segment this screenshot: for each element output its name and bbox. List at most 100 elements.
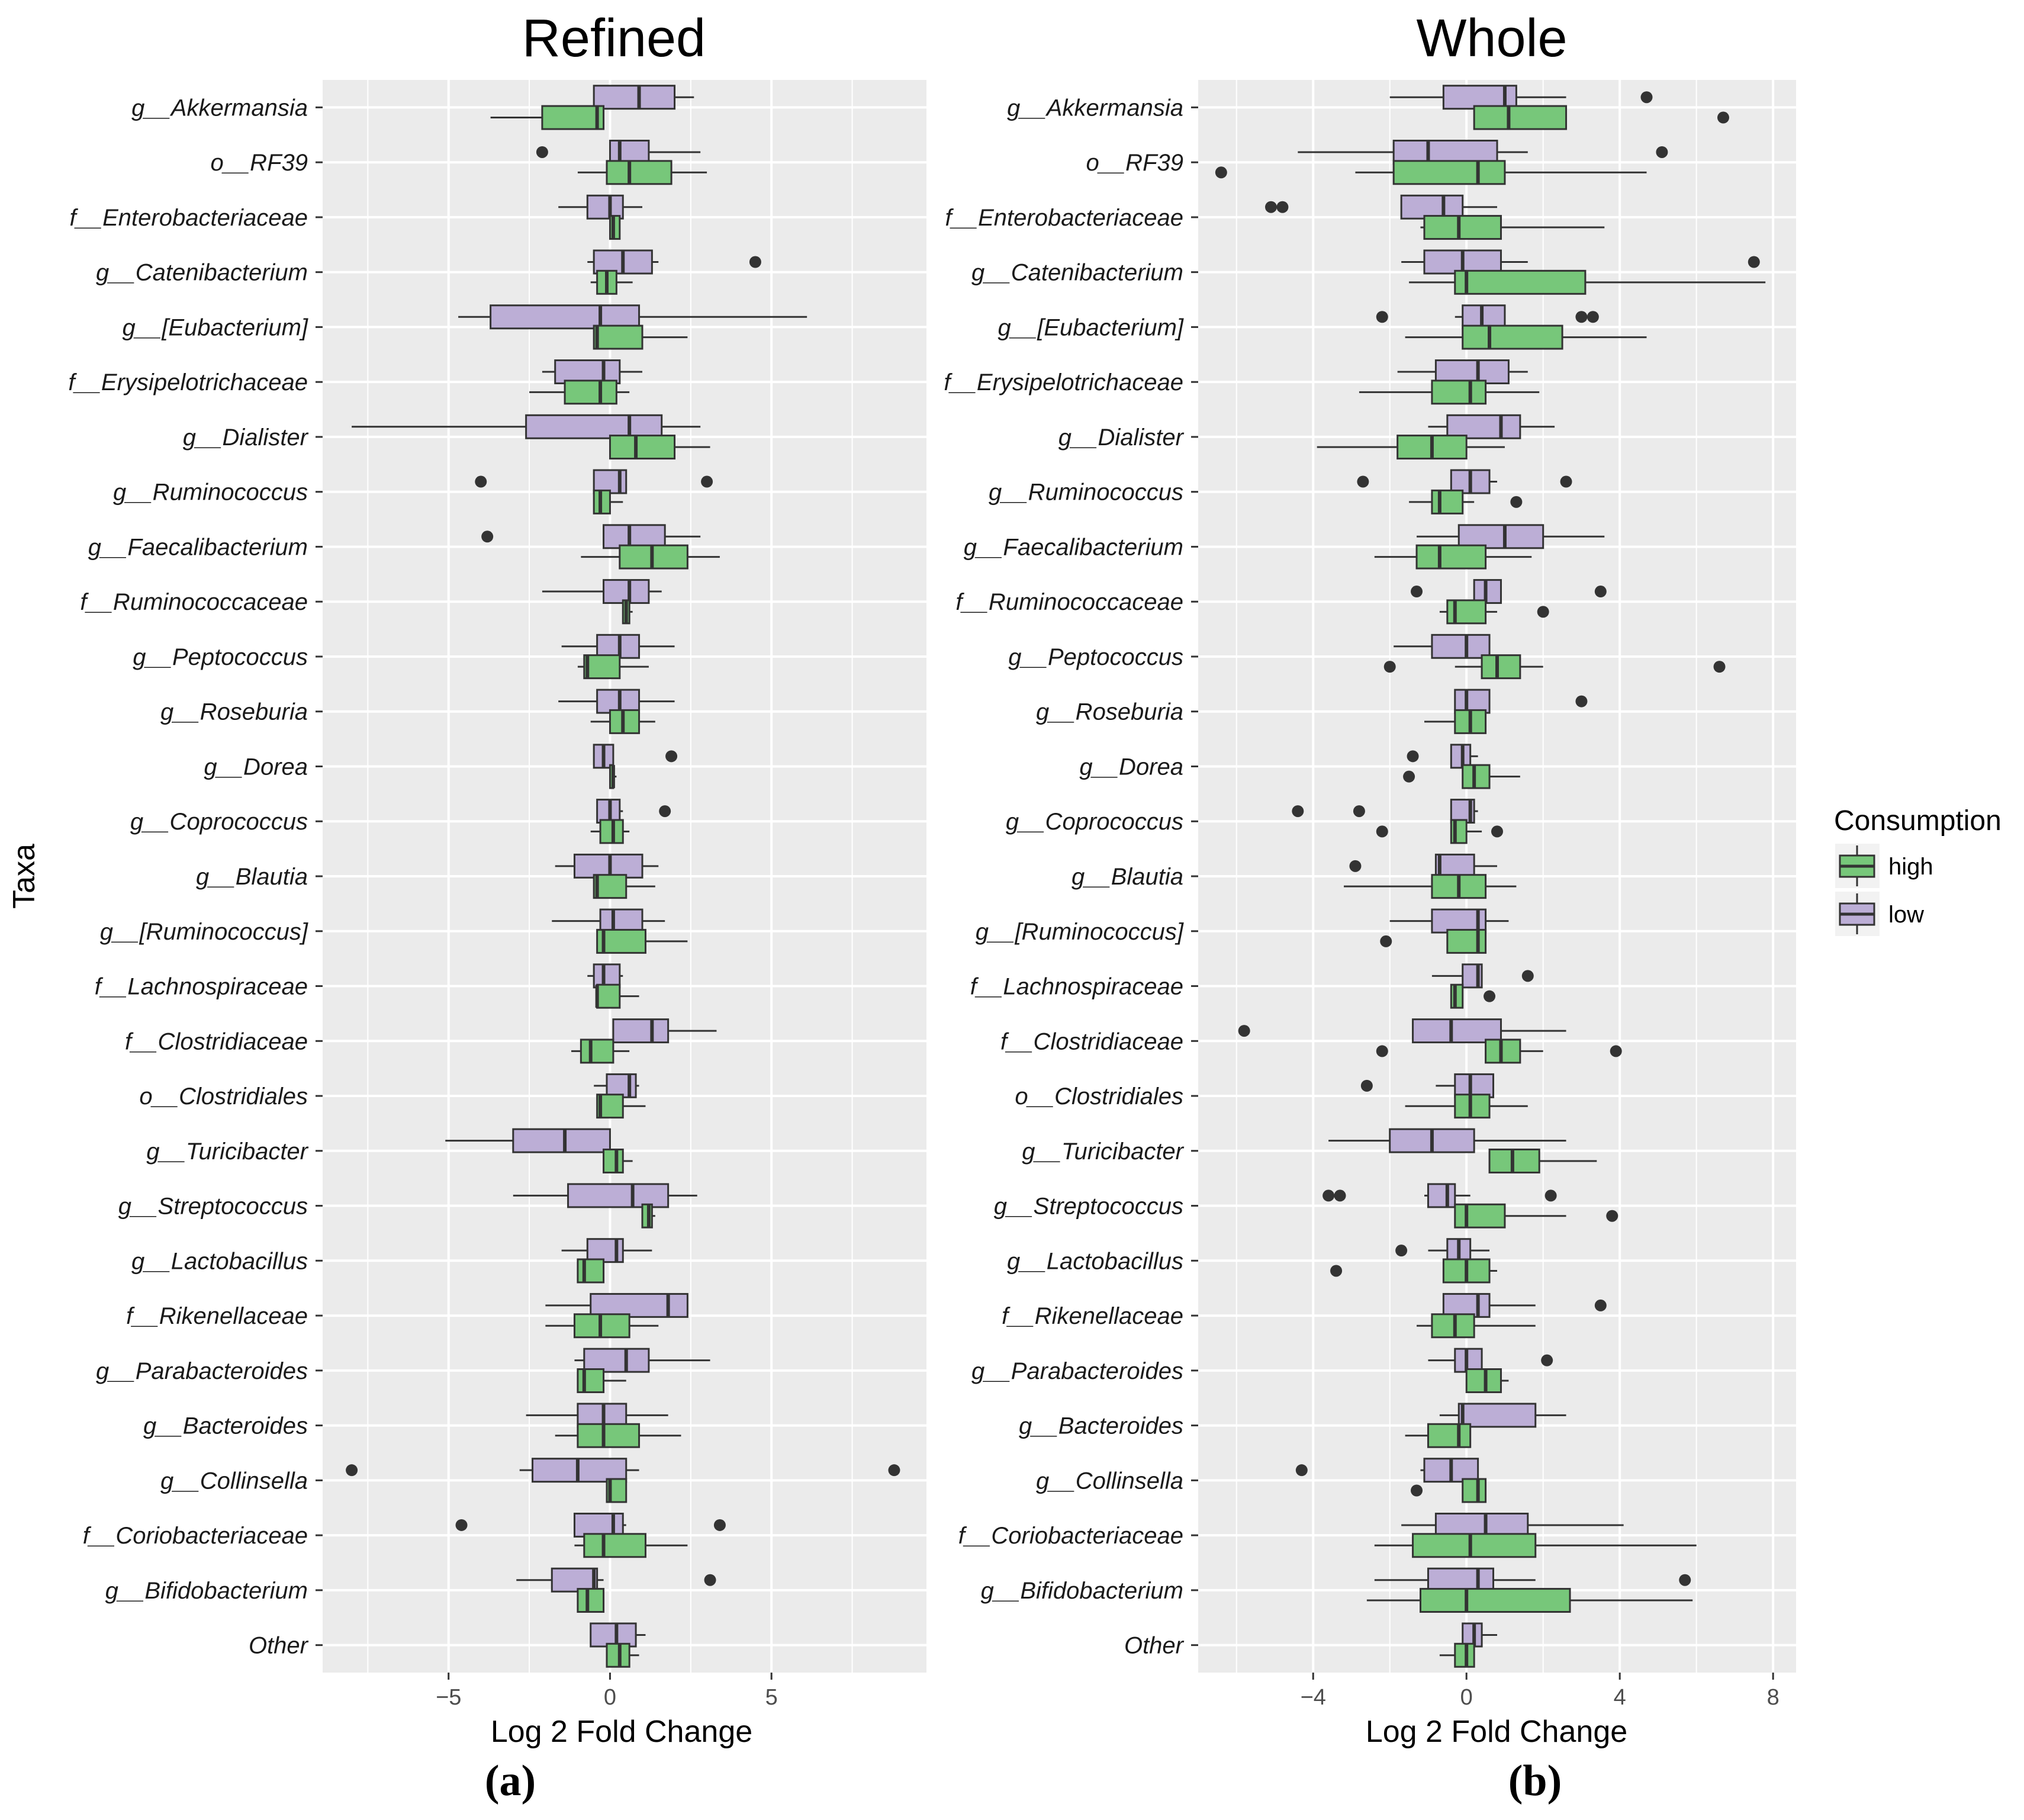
iqr-box xyxy=(590,1292,688,1318)
box-high xyxy=(1409,269,1766,295)
iqr-box xyxy=(1415,544,1487,570)
iqr-box xyxy=(1462,324,1563,350)
box-high xyxy=(603,1148,633,1173)
iqr-box xyxy=(1454,269,1587,295)
y-tick-label: f__Coriobacteriaceae xyxy=(83,1523,308,1549)
box-high xyxy=(1374,544,1532,570)
outlier-point xyxy=(1575,311,1588,323)
box-high xyxy=(1405,1423,1472,1448)
outlier-point xyxy=(701,475,713,488)
outlier-point xyxy=(1510,496,1523,508)
box-low xyxy=(574,1348,710,1373)
box-high xyxy=(1439,599,1549,625)
outlier-point xyxy=(1334,1189,1346,1202)
legend-label-low: low xyxy=(1888,902,1924,928)
box-low xyxy=(481,524,701,549)
y-tick-label: g__Collinsella xyxy=(1036,1468,1183,1494)
box-low xyxy=(542,579,662,604)
box-low xyxy=(587,963,623,989)
outlier-point xyxy=(1484,990,1496,1002)
box-low xyxy=(1238,1018,1566,1044)
box-low xyxy=(1322,1183,1557,1208)
iqr-box xyxy=(1454,1094,1491,1119)
iqr-box xyxy=(1446,928,1487,954)
outlier-point xyxy=(1357,475,1369,488)
y-tick-label: g__[Ruminococcus] xyxy=(976,919,1184,945)
y-tick-label: f__Clostridiaceae xyxy=(125,1028,308,1054)
y-tick-label: g__Dialister xyxy=(1058,425,1185,451)
iqr-box xyxy=(1462,1478,1487,1503)
box-high xyxy=(1405,324,1647,350)
outlier-point xyxy=(1349,860,1362,872)
box-low xyxy=(536,139,701,165)
outlier-point xyxy=(1238,1025,1250,1037)
y-axis-whole: g__Akkermansia o__RF39 f__Enterobacteriace… xyxy=(944,95,1198,1659)
boxes-refined xyxy=(346,85,900,1668)
outlier-point xyxy=(1541,1354,1553,1366)
outlier-point xyxy=(1322,1189,1335,1202)
y-tick-label: g__Turicibacter xyxy=(1022,1139,1184,1165)
box-high xyxy=(1411,1478,1487,1503)
iqr-box xyxy=(1457,1403,1537,1428)
y-tick-label: g__Lactobacillus xyxy=(131,1248,308,1274)
x-tick-label: 4 xyxy=(1614,1685,1626,1710)
box-high xyxy=(593,489,623,515)
outlier-point xyxy=(713,1519,726,1531)
y-tick-label: f__Rikenellaceae xyxy=(1002,1303,1183,1329)
iqr-box xyxy=(603,1148,624,1173)
outlier-point xyxy=(1215,166,1227,179)
box-high xyxy=(1374,1533,1697,1558)
box-high xyxy=(590,709,655,734)
y-tick-label: g__Parabacteroides xyxy=(96,1358,308,1384)
outlier-point xyxy=(1748,256,1760,268)
legend-title: Consumption xyxy=(1834,805,2002,837)
outlier-point xyxy=(1395,1245,1408,1257)
iqr-box xyxy=(1473,105,1568,130)
y-tick-label: g__Collinsella xyxy=(160,1468,308,1494)
x-axis-title-whole: Log 2 Fold Change xyxy=(1366,1715,1627,1749)
y-tick-label: Other xyxy=(249,1633,309,1659)
box-high xyxy=(1344,874,1517,899)
box-low xyxy=(1462,1622,1497,1648)
y-tick-label: g__Catenibacterium xyxy=(971,260,1183,286)
box-low xyxy=(1407,744,1478,769)
panel-title-refined: Refined xyxy=(522,9,706,68)
outlier-point xyxy=(1717,111,1729,124)
box-low xyxy=(1454,689,1588,714)
y-tick-label: g__Akkermansia xyxy=(131,95,308,121)
box-low xyxy=(1439,1403,1566,1428)
iqr-box xyxy=(1462,764,1491,789)
y-tick-label: g__Blautia xyxy=(196,864,308,890)
box-low xyxy=(1417,524,1605,549)
box-low xyxy=(593,744,678,769)
box-high xyxy=(529,380,630,405)
y-tick-label: g__Parabacteroides xyxy=(971,1358,1183,1384)
y-tick-label: g__Streptococcus xyxy=(994,1194,1183,1220)
outlier-point xyxy=(1353,805,1365,818)
box-low xyxy=(1292,799,1478,824)
box-high xyxy=(577,1588,605,1613)
box-high xyxy=(1359,380,1540,405)
y-tick-label: f__Enterobacteriaceae xyxy=(70,205,308,231)
outlier-point xyxy=(1276,201,1289,213)
outlier-point xyxy=(1491,825,1503,838)
iqr-box xyxy=(583,654,621,680)
box-high xyxy=(577,654,649,680)
y-tick-label: g__Lactobacillus xyxy=(1007,1248,1183,1274)
iqr-box xyxy=(1446,414,1521,439)
iqr-box xyxy=(1412,1018,1502,1044)
y-tick-label: o__Clostridiales xyxy=(1015,1083,1183,1110)
y-tick-label: o__Clostridiales xyxy=(139,1083,308,1110)
outlier-point xyxy=(1610,1045,1622,1057)
outlier-point xyxy=(1265,201,1278,213)
box-low xyxy=(526,1403,668,1428)
iqr-box xyxy=(590,1622,637,1648)
y-tick-label: g__Dorea xyxy=(204,754,308,780)
y-tick-label: g__Streptococcus xyxy=(118,1194,308,1220)
iqr-box xyxy=(1481,654,1521,680)
box-high xyxy=(1376,819,1503,844)
y-tick-label: g__Akkermansia xyxy=(1007,95,1183,121)
outlier-point xyxy=(1330,1265,1343,1277)
iqr-box xyxy=(583,1348,650,1373)
box-high xyxy=(1409,489,1523,515)
